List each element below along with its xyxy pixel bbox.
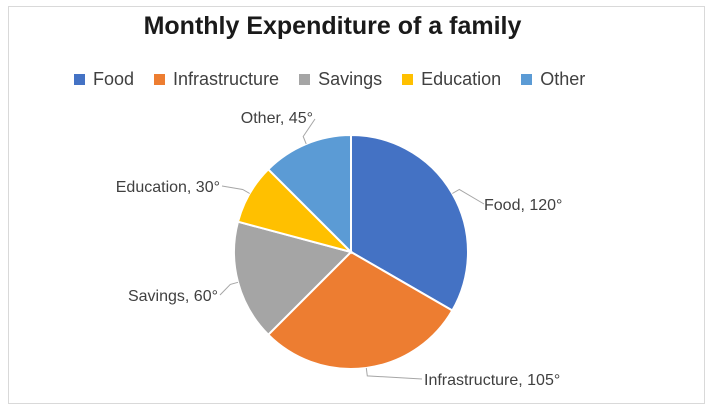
- leader-line-other: [302, 118, 316, 145]
- leader-line-infrastructure: [365, 367, 423, 380]
- pie-slice-infrastructure: [266, 250, 454, 370]
- data-label-other: Other, 45°: [241, 110, 313, 127]
- legend-swatch: [299, 73, 311, 85]
- leader-line-education: [221, 185, 250, 194]
- leader-line-food: [452, 188, 485, 205]
- data-label-education: Education, 30°: [116, 179, 220, 196]
- chart-title: Monthly Expenditure of a family: [143, 12, 522, 40]
- pie-slice-other: [266, 133, 352, 255]
- legend-item-food: Food: [74, 69, 134, 90]
- legend-item-education: Education: [402, 69, 501, 90]
- legend-swatch: [521, 73, 533, 85]
- legend-label: Other: [540, 68, 586, 89]
- legend-label: Savings: [318, 68, 383, 89]
- leader-line-savings: [219, 281, 239, 296]
- data-label-infrastructure: Infrastructure, 105°: [424, 372, 560, 389]
- legend-item-savings: Savings: [299, 69, 382, 90]
- legend-label: Infrastructure: [173, 68, 280, 89]
- data-label-savings: Savings, 60°: [128, 288, 218, 305]
- legend-label: Food: [93, 68, 135, 89]
- legend-swatch: [402, 73, 414, 85]
- legend-item-other: Other: [521, 69, 585, 90]
- legend-label: Education: [421, 68, 502, 89]
- data-label-food: Food, 120°: [484, 197, 562, 214]
- legend-swatch: [154, 73, 166, 85]
- legend-swatch: [74, 73, 85, 85]
- legend-item-infrastructure: Infrastructure: [154, 69, 279, 90]
- chart-legend: Food Infrastructure Savings Education Other: [74, 64, 605, 94]
